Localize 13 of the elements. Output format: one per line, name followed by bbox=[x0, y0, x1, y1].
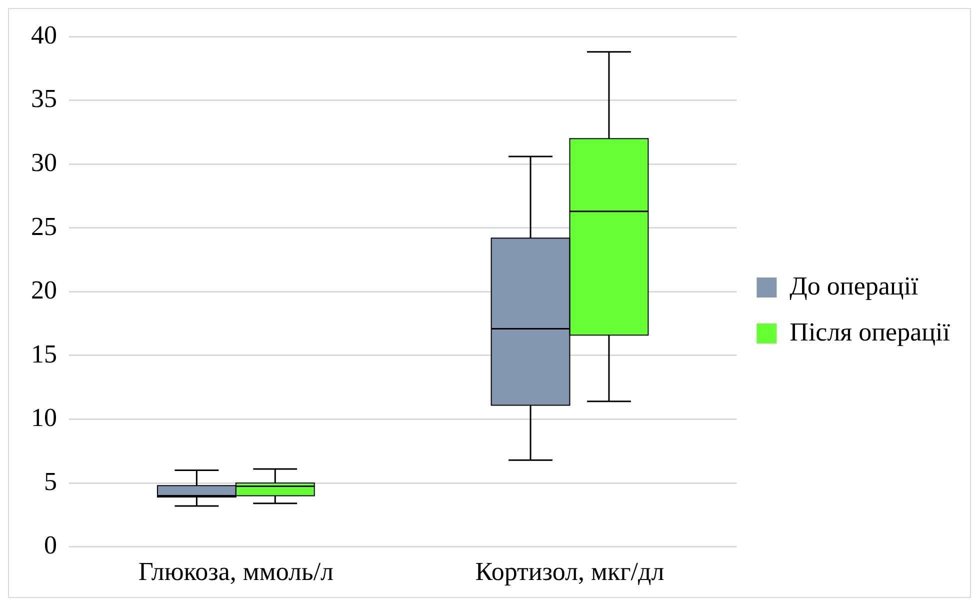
y-tick-label: 0 bbox=[44, 530, 57, 560]
legend-label: До операції bbox=[790, 271, 920, 300]
y-tick-label: 30 bbox=[31, 148, 57, 177]
legend-label: Після операції bbox=[790, 317, 951, 346]
y-tick-label: 15 bbox=[31, 339, 57, 368]
x-tick-label: Кортизол, мкг/дл bbox=[475, 557, 664, 586]
y-tick-label: 40 bbox=[31, 20, 57, 50]
y-tick-label: 5 bbox=[44, 466, 57, 496]
y-tick-label: 35 bbox=[31, 84, 57, 114]
y-tick-label: 20 bbox=[31, 276, 57, 305]
y-tick-label: 25 bbox=[31, 212, 57, 241]
x-tick-label: Глюкоза, ммоль/л bbox=[138, 557, 334, 586]
y-tick-label: 10 bbox=[31, 403, 57, 432]
